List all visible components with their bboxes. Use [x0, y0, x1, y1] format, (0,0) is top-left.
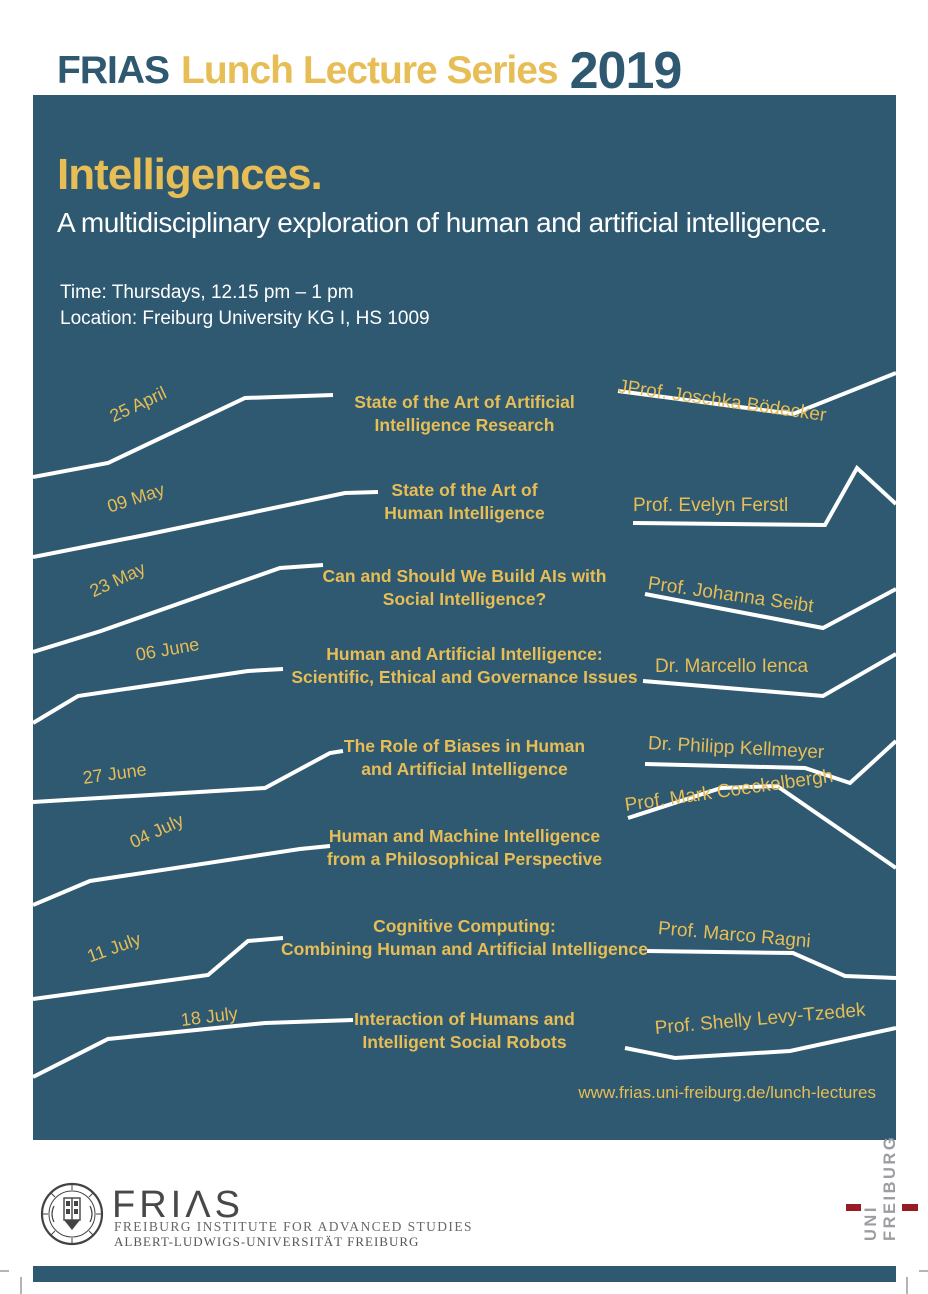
event-meta: Time: Thursdays, 12.15 pm – 1 pm Locatio…: [60, 280, 430, 332]
poster-title: Intelligences.: [57, 150, 323, 199]
poster-header: FRIAS Lunch Lecture Series 2019: [57, 0, 683, 101]
poster-subtitle: A multidisciplinary exploration of human…: [57, 207, 828, 238]
crop-mark: [0, 1270, 9, 1272]
zigzag-line: [33, 844, 331, 907]
zigzag-line: [33, 667, 284, 725]
lecture-speaker: Prof. Evelyn Ferstl: [633, 495, 789, 516]
lecture-title: Can and Should We Build AIs with Social …: [322, 566, 607, 609]
poster-panel: Intelligences. A multidisciplinary explo…: [33, 95, 896, 1140]
zigzag-line: [644, 739, 896, 786]
lecture-title: State of the Art of Artificial Intellige…: [354, 392, 575, 435]
event-time: Time: Thursdays, 12.15 pm – 1 pm: [60, 282, 354, 303]
header-year: 2019: [569, 42, 683, 101]
lecture-title: State of the Art of Human Intelligence: [384, 480, 545, 523]
lecture-title: Cognitive Computing: Combining Human and…: [281, 916, 648, 959]
zigzag-line: [33, 563, 324, 654]
zigzag-line: [642, 652, 896, 699]
header-brand: FRIAS: [57, 49, 170, 92]
lecture-speaker: Dr. Marcello Ienca: [655, 656, 809, 677]
zigzag-line: [617, 371, 896, 417]
university-seal-icon: [40, 1182, 104, 1246]
zigzag-line: [646, 949, 896, 980]
frias-logo-text: FRIΛS: [112, 1184, 244, 1226]
zigzag-line: [33, 490, 379, 559]
lecture-title: The Role of Biases in Human and Artifici…: [343, 736, 586, 779]
zigzag-line: [624, 1026, 896, 1061]
crop-mark: [906, 1277, 908, 1294]
lecture-title: Human and Machine Intelligence from a Ph…: [326, 826, 603, 869]
zigzag-line: [33, 936, 284, 1001]
uni-logo-red-dash: [902, 1204, 918, 1211]
crop-mark: [20, 1277, 22, 1294]
zigzag-line: [627, 783, 896, 870]
pulse-lines-graphic: [33, 371, 896, 1079]
uni-freiburg-logo: UNI FREIBURG: [862, 1134, 899, 1241]
zigzag-line: [632, 464, 896, 528]
event-location: Location: Freiburg University KG I, HS 1…: [60, 308, 430, 329]
uni-logo-red-dash: [846, 1204, 861, 1211]
zigzag-line: [33, 393, 334, 479]
institute-name: FREIBURG INSTITUTE FOR ADVANCED STUDIES: [114, 1219, 473, 1234]
website-link[interactable]: www.frias.uni-freiburg.de/lunch-lectures: [578, 1083, 876, 1102]
zigzag-line: [33, 1018, 354, 1079]
lecture-title: Interaction of Humans and Intelligent So…: [354, 1009, 575, 1052]
bottom-accent-bar: [33, 1266, 896, 1282]
crop-mark: [919, 1270, 928, 1272]
lecture-title: Human and Artificial Intelligence: Scien…: [291, 644, 638, 687]
zigzag-line: [33, 749, 344, 804]
header-series-title: Lunch Lecture Series: [181, 49, 559, 92]
zigzag-line: [644, 587, 896, 631]
university-name: ALBERT-LUDWIGS-UNIVERSITÄT FREIBURG: [114, 1234, 420, 1249]
